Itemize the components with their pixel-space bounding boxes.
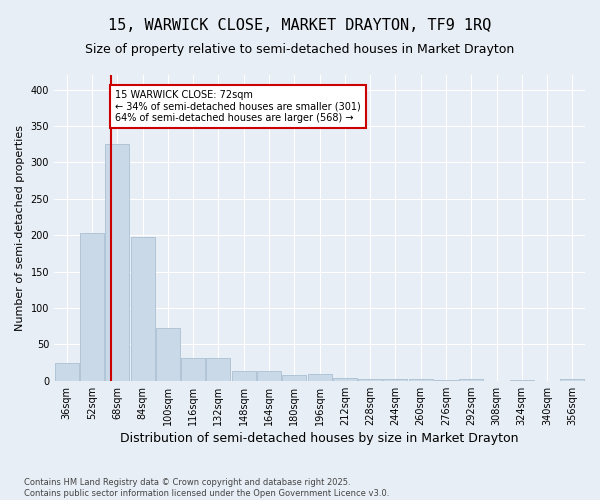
Bar bbox=[156, 328, 180, 381]
Bar bbox=[257, 370, 281, 381]
Bar bbox=[459, 380, 483, 381]
Text: 15 WARWICK CLOSE: 72sqm
← 34% of semi-detached houses are smaller (301)
64% of s: 15 WARWICK CLOSE: 72sqm ← 34% of semi-de… bbox=[115, 90, 361, 123]
Bar bbox=[131, 236, 155, 381]
Bar bbox=[333, 378, 357, 381]
X-axis label: Distribution of semi-detached houses by size in Market Drayton: Distribution of semi-detached houses by … bbox=[120, 432, 519, 445]
Bar bbox=[232, 370, 256, 381]
Y-axis label: Number of semi-detached properties: Number of semi-detached properties bbox=[15, 125, 25, 331]
Bar bbox=[560, 380, 584, 381]
Bar bbox=[308, 374, 332, 381]
Text: Size of property relative to semi-detached houses in Market Drayton: Size of property relative to semi-detach… bbox=[85, 42, 515, 56]
Bar bbox=[358, 380, 382, 381]
Text: 15, WARWICK CLOSE, MARKET DRAYTON, TF9 1RQ: 15, WARWICK CLOSE, MARKET DRAYTON, TF9 1… bbox=[109, 18, 491, 32]
Text: Contains HM Land Registry data © Crown copyright and database right 2025.
Contai: Contains HM Land Registry data © Crown c… bbox=[24, 478, 389, 498]
Bar bbox=[282, 375, 306, 381]
Bar bbox=[55, 362, 79, 381]
Bar bbox=[434, 380, 458, 381]
Bar bbox=[206, 358, 230, 381]
Bar bbox=[510, 380, 534, 381]
Bar bbox=[105, 144, 129, 381]
Bar bbox=[409, 378, 433, 381]
Bar bbox=[181, 358, 205, 381]
Bar bbox=[383, 380, 407, 381]
Bar bbox=[80, 233, 104, 381]
